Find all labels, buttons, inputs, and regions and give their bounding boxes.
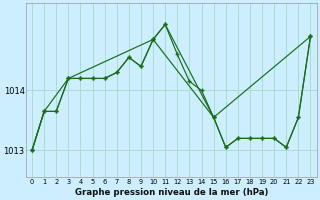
X-axis label: Graphe pression niveau de la mer (hPa): Graphe pression niveau de la mer (hPa) xyxy=(75,188,268,197)
